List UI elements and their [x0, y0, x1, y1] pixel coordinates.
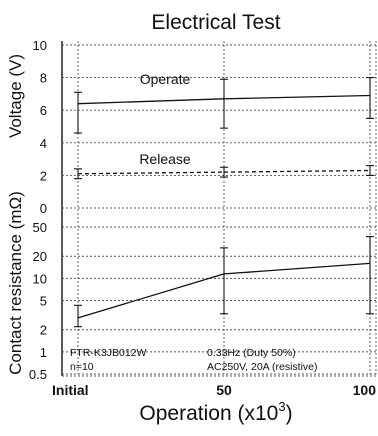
series-label-release: Release: [139, 151, 191, 167]
release-segment-0: [77, 171, 225, 175]
contact-resistance-segment-1: [223, 262, 371, 275]
resistance-tick-label-0.5: 0.5: [29, 367, 47, 382]
axis-ticks: 0 2 4 6 8 10 50 20 10 5 2 1 0.5 Initial 50 100: [29, 38, 376, 398]
resistance-tick-label-10: 10: [33, 271, 47, 286]
release-segment-1: [223, 169, 371, 173]
series-label-operate: Operate: [140, 71, 191, 87]
operate-segment-0: [77, 98, 225, 105]
resistance-tick-label-50: 50: [33, 220, 47, 235]
annotation-frequency: 0.33Hz (Duty 50%): [207, 347, 296, 359]
voltage-tick-label-2: 2: [40, 168, 47, 183]
voltage-tick-label-8: 8: [40, 71, 47, 86]
annotation-load: AC250V, 20A (resistive): [207, 361, 318, 373]
operate-segment-1: [223, 94, 371, 100]
series-lines: [77, 94, 371, 319]
grid-lines: [62, 41, 377, 375]
voltage-axis-label: Voltage (V): [6, 54, 25, 138]
chart-title: Electrical Test: [151, 11, 280, 34]
resistance-axis-label: Contact resistance (mΩ): [6, 191, 25, 375]
x-axis-label-main: Operation (x10: [139, 402, 278, 425]
contact-resistance-segment-0: [77, 273, 225, 319]
x-tick-label-0: Initial: [52, 382, 89, 398]
annotation-sample-size: n=10: [70, 361, 94, 373]
x-tick-label-1: 50: [216, 382, 232, 398]
voltage-tick-label-0: 0: [40, 201, 47, 216]
voltage-tick-label-4: 4: [40, 136, 47, 151]
x-axis-label-sup: 3: [278, 399, 285, 414]
x-axis-label-close: ): [286, 402, 293, 425]
x-tick-label-2: 100: [353, 382, 377, 398]
resistance-tick-label-20: 20: [33, 249, 47, 264]
x-axis-label: Operation (x103): [139, 399, 292, 425]
voltage-tick-label-6: 6: [40, 103, 47, 118]
resistance-tick-label-1: 1: [40, 345, 47, 360]
resistance-tick-label-5: 5: [40, 294, 47, 309]
resistance-tick-label-2: 2: [40, 323, 47, 338]
voltage-tick-label-10: 10: [33, 38, 47, 53]
annotation-model: FTR-K3JB012W: [70, 347, 147, 359]
